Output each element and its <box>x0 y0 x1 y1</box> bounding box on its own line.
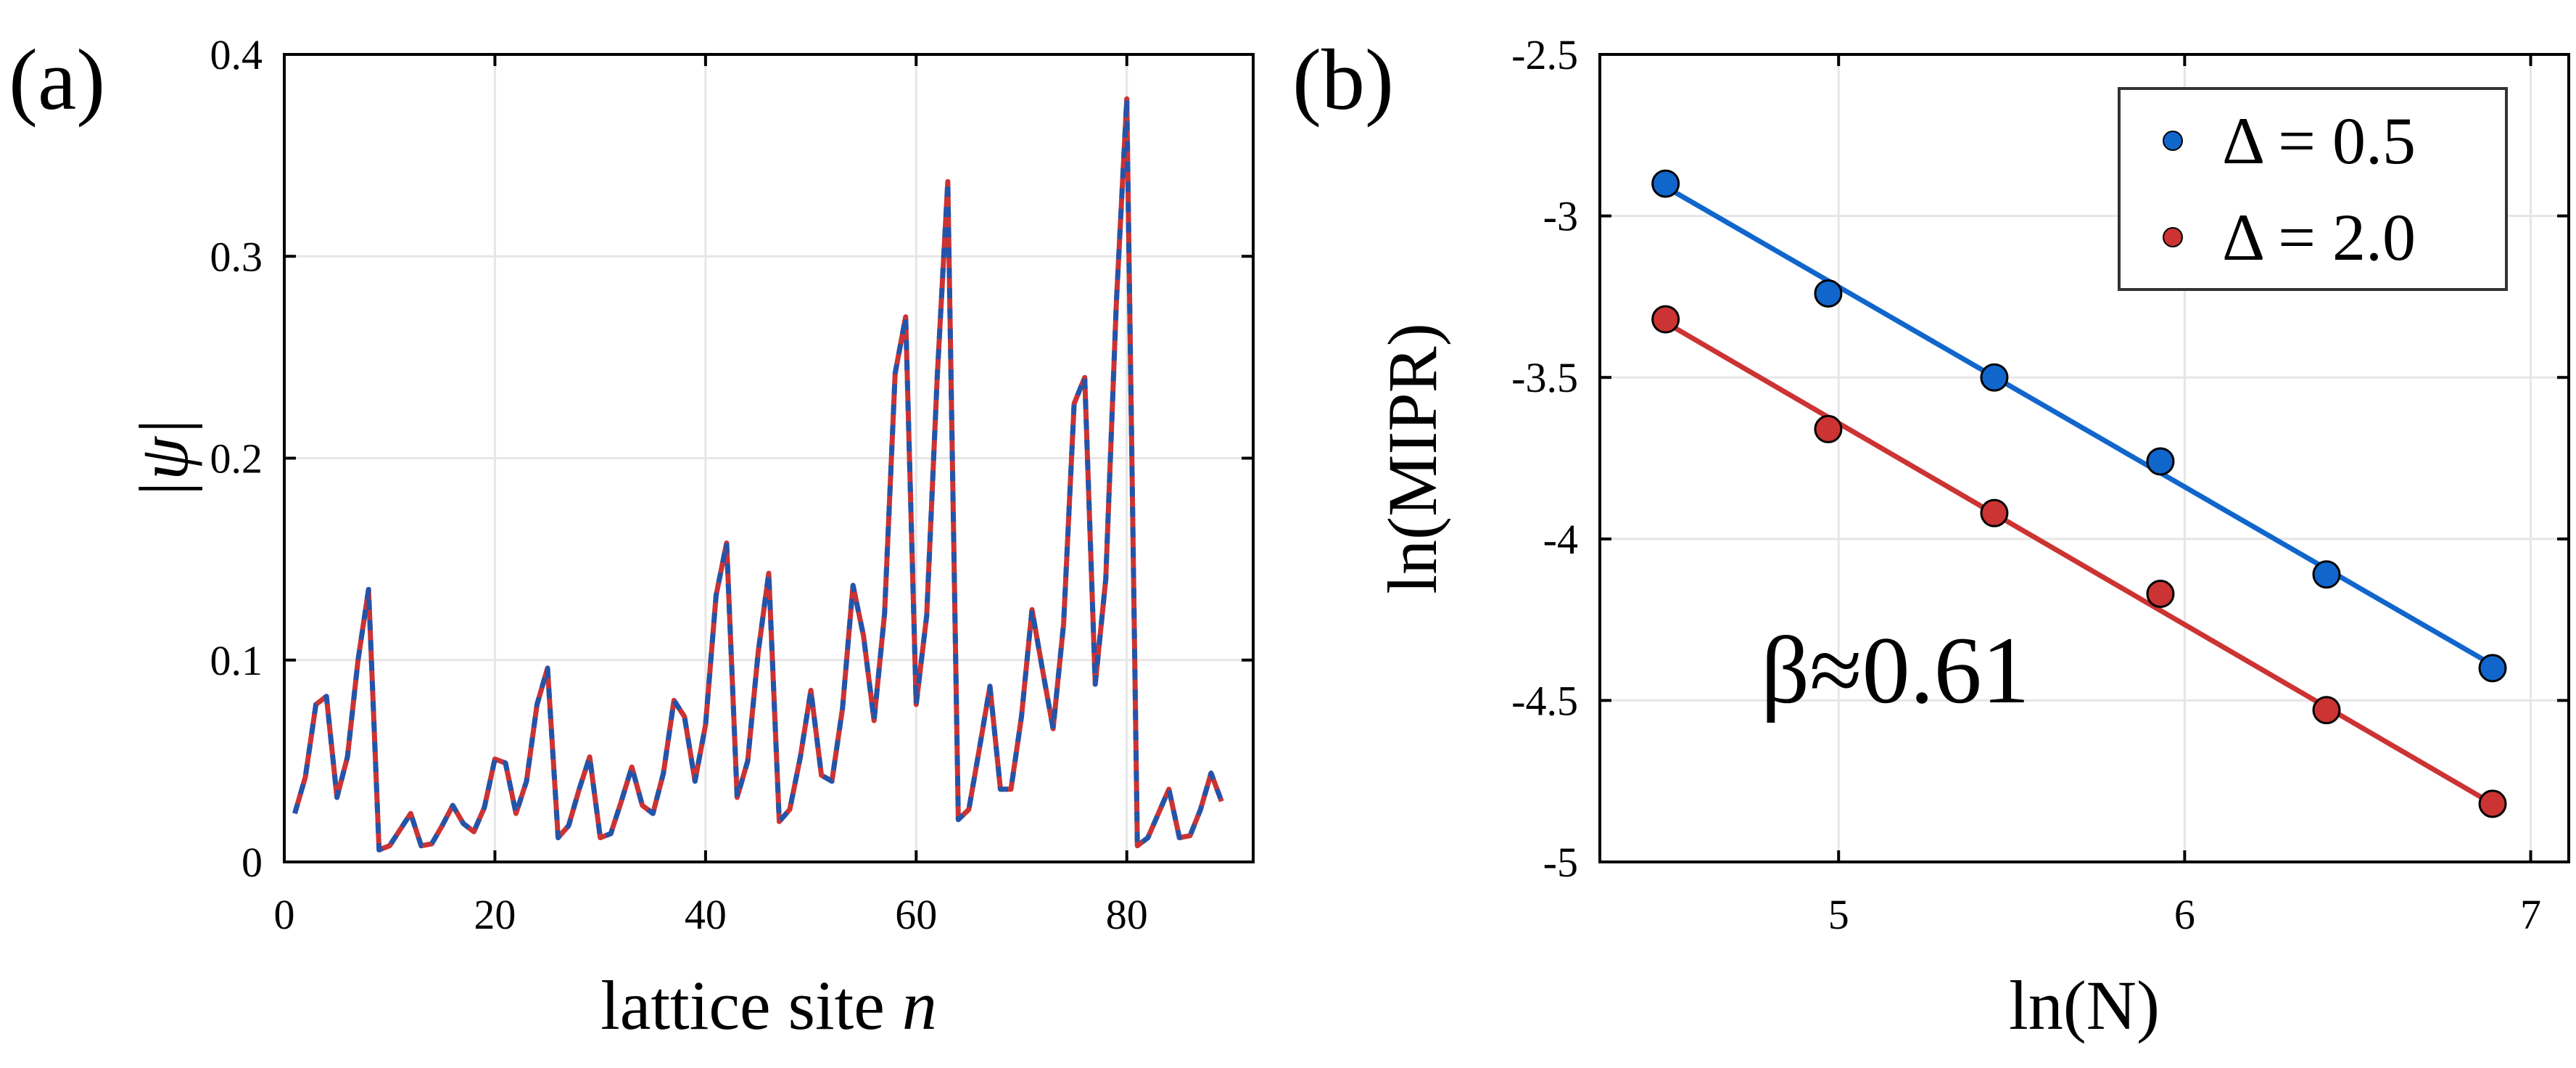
a-y-tick-label: 0.4 <box>210 31 263 78</box>
b-x-tick-label: 5 <box>1828 891 1849 938</box>
a-y-tick-label: 0.2 <box>210 435 263 482</box>
data-point-series-1 <box>2146 579 2175 608</box>
panel-b-x-axis-label: ln(N) <box>2009 966 2160 1044</box>
panel-b-points <box>1651 169 2507 818</box>
b-y-tick-label: -2.5 <box>1511 31 1578 78</box>
legend-marker-delta-0.5 <box>2163 131 2183 151</box>
legend-label-delta-0.5: Δ = 0.5 <box>2222 104 2416 178</box>
fit-line-series-1 <box>1664 320 2494 806</box>
data-point-series-1 <box>1651 305 1680 334</box>
panel-a-x-axis-label-var: n <box>902 966 937 1044</box>
panel-b-ticks <box>1600 53 2569 863</box>
a-x-tick-label: 60 <box>895 891 937 938</box>
panel-a-y-axis-label: |ψ| <box>125 418 202 499</box>
panel-a-x-axis-label-text: lattice site <box>600 966 902 1044</box>
a-y-tick-label: 0.1 <box>210 637 263 684</box>
a-x-tick-label: 40 <box>685 891 727 938</box>
panel-a-x-tick-labels: 0 20 40 60 80 <box>274 891 1148 938</box>
data-point-series-0 <box>1651 169 1680 198</box>
data-point-series-0 <box>2478 654 2507 683</box>
fit-line-series-0 <box>1664 184 2494 668</box>
a-x-tick-label: 20 <box>474 891 516 938</box>
a-y-tick-label: 0 <box>242 839 263 886</box>
legend-box <box>2118 87 2508 291</box>
psi-line-blue-dashed <box>292 96 1224 853</box>
b-x-tick-label: 6 <box>2174 891 2195 938</box>
b-y-tick-label: -3 <box>1543 193 1578 240</box>
a-y-tick-label: 0.3 <box>210 233 263 280</box>
panel-a-y-tick-labels: 0 0.1 0.2 0.3 0.4 <box>210 31 263 886</box>
panel-b-label: (b) <box>1292 31 1394 128</box>
a-x-tick-label: 80 <box>1106 891 1148 938</box>
panel-b-y-axis-label: ln(MIPR) <box>1374 323 1451 593</box>
data-point-series-1 <box>1980 498 2009 527</box>
legend-label-delta-2.0: Δ = 2.0 <box>2222 200 2416 274</box>
panel-a: (a) 0 20 40 60 80 0 0.1 0.2 0.3 0.4 lattice site… <box>9 31 1255 1044</box>
panel-b-fit-lines <box>1664 184 2494 806</box>
data-point-series-1 <box>1814 414 1843 443</box>
panel-a-ticks <box>283 53 1253 863</box>
panel-a-x-axis-label: lattice site n <box>600 966 937 1044</box>
b-y-tick-label: -4.5 <box>1511 677 1578 724</box>
beta-annotation: β≈0.61 <box>1761 617 2030 723</box>
legend: Δ = 0.5 Δ = 2.0 <box>2118 87 2508 291</box>
panel-b-frame <box>1598 53 2570 863</box>
legend-marker-delta-2.0 <box>2163 227 2183 247</box>
a-x-tick-label: 0 <box>274 891 295 938</box>
psi-line-red <box>292 96 1224 853</box>
b-y-tick-label: -3.5 <box>1511 354 1578 401</box>
panel-b-y-tick-labels: -2.5 -3 -3.5 -4 -4.5 -5 <box>1511 31 1578 886</box>
b-y-tick-label: -5 <box>1543 839 1578 886</box>
data-point-series-0 <box>2312 560 2341 589</box>
data-point-series-0 <box>2146 447 2175 476</box>
b-y-tick-label: -4 <box>1543 516 1578 563</box>
panel-b: (b) 5 6 7 -2.5 -3 -3.5 -4 -4.5 -5 ln(N) ln(MIPR… <box>1292 31 2570 1044</box>
data-point-series-1 <box>2312 696 2341 725</box>
b-x-tick-label: 7 <box>2520 891 2541 938</box>
panel-a-lines <box>292 96 1224 853</box>
data-point-series-0 <box>1980 363 2009 392</box>
panel-b-x-tick-labels: 5 6 7 <box>1828 891 2541 938</box>
data-point-series-1 <box>2478 789 2507 818</box>
data-point-series-0 <box>1814 279 1843 308</box>
panel-a-label: (a) <box>9 31 105 128</box>
